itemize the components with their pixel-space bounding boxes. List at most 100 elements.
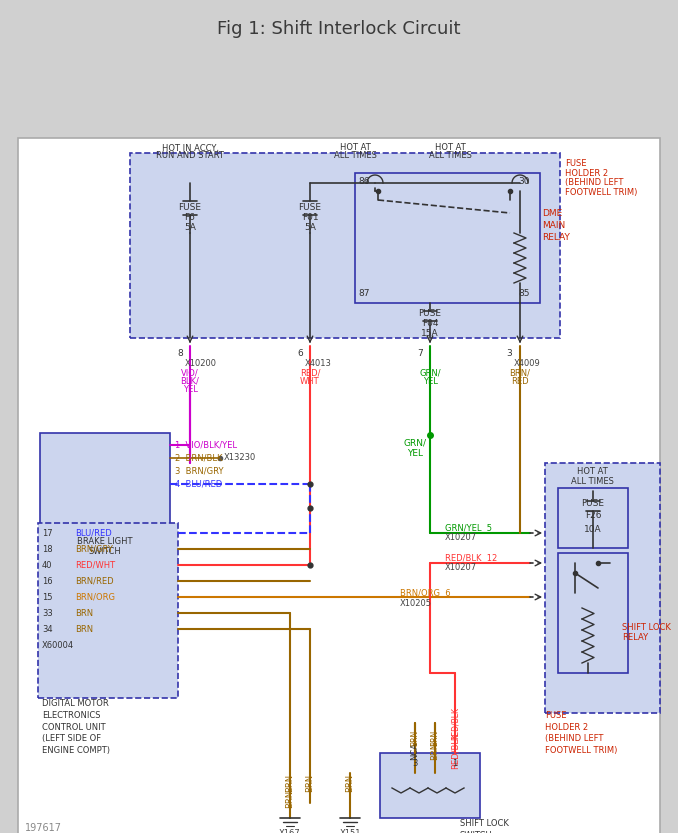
Text: BRN: BRN: [410, 730, 420, 746]
Text: BRN: BRN: [285, 774, 294, 792]
Text: ALL TIMES: ALL TIMES: [334, 152, 376, 161]
Text: (BEHIND LEFT: (BEHIND LEFT: [545, 735, 603, 744]
Text: Fig 1: Shift Interlock Circuit: Fig 1: Shift Interlock Circuit: [217, 20, 461, 37]
Text: SHIFT LOCK: SHIFT LOCK: [622, 623, 671, 632]
Text: BRN: BRN: [346, 774, 355, 792]
Text: BRAKE LIGHT: BRAKE LIGHT: [77, 536, 133, 546]
Text: YEL: YEL: [407, 448, 423, 457]
Text: CONTROL UNIT: CONTROL UNIT: [42, 722, 106, 731]
Bar: [355, 173, 540, 303]
Text: 86: 86: [358, 177, 370, 186]
Text: X10200: X10200: [185, 358, 217, 367]
Text: 30: 30: [519, 177, 530, 186]
Text: RED/BLK: RED/BLK: [450, 733, 460, 769]
Text: 1: 1: [452, 759, 458, 767]
Text: 15A: 15A: [421, 328, 439, 337]
Text: RED: RED: [511, 377, 529, 386]
Text: RELAY: RELAY: [542, 232, 570, 242]
Text: 85: 85: [519, 288, 530, 297]
Text: BRN/: BRN/: [509, 368, 530, 377]
Text: 3: 3: [506, 348, 512, 357]
Text: F04: F04: [422, 318, 438, 327]
Text: FUSE: FUSE: [298, 203, 321, 212]
Text: HOLDER 2: HOLDER 2: [545, 722, 588, 731]
Text: GRN/: GRN/: [403, 438, 426, 447]
Bar: [380, 753, 480, 818]
Text: BRN/GRY: BRN/GRY: [75, 545, 113, 553]
Text: MAIN: MAIN: [542, 221, 565, 230]
Text: X10205: X10205: [400, 598, 432, 607]
Text: BRN: BRN: [431, 742, 439, 760]
Text: YEL: YEL: [182, 385, 197, 393]
Text: SWITCH: SWITCH: [89, 546, 121, 556]
Text: F01: F01: [302, 213, 318, 222]
Bar: [558, 553, 628, 673]
Text: X4013: X4013: [305, 358, 332, 367]
Text: BLU/RED: BLU/RED: [75, 528, 112, 537]
Text: 40: 40: [42, 561, 52, 570]
Text: HOT AT: HOT AT: [340, 143, 370, 152]
Text: 4  BLU/RED: 4 BLU/RED: [175, 480, 222, 488]
Text: ALL TIMES: ALL TIMES: [428, 152, 471, 161]
Text: RUN AND START: RUN AND START: [156, 152, 224, 161]
Text: BRN: BRN: [285, 790, 294, 808]
Text: HOLDER 2: HOLDER 2: [565, 168, 608, 177]
Text: GRN/: GRN/: [419, 368, 441, 377]
Text: YEL: YEL: [422, 377, 437, 386]
Text: NCA: NCA: [410, 742, 420, 760]
Text: FUSE: FUSE: [418, 308, 441, 317]
Text: 3: 3: [412, 759, 418, 767]
Text: DIGITAL MOTOR: DIGITAL MOTOR: [42, 699, 108, 707]
Text: 10A: 10A: [584, 525, 602, 533]
Text: RELAY: RELAY: [622, 634, 648, 642]
Text: 34: 34: [42, 625, 53, 634]
Text: (LEFT SIDE OF: (LEFT SIDE OF: [42, 735, 101, 744]
Text: SWITCH: SWITCH: [460, 831, 493, 833]
Text: F6: F6: [184, 213, 195, 222]
Text: 5A: 5A: [184, 223, 196, 232]
Text: 197617: 197617: [25, 823, 62, 833]
Text: HOT IN ACCY,: HOT IN ACCY,: [161, 143, 218, 152]
Text: X10207: X10207: [445, 533, 477, 542]
Text: BRN: BRN: [75, 625, 93, 634]
Text: RED/: RED/: [300, 368, 320, 377]
Text: VIO/: VIO/: [181, 368, 199, 377]
Text: RED/BLK  12: RED/BLK 12: [445, 553, 497, 562]
Text: 87: 87: [358, 288, 370, 297]
Text: 2  BRN/BLK: 2 BRN/BLK: [175, 453, 222, 462]
Text: 18: 18: [42, 545, 53, 553]
Text: RED/WHT: RED/WHT: [75, 561, 115, 570]
Bar: [38, 523, 178, 698]
Bar: [130, 153, 560, 338]
Text: DME: DME: [542, 208, 562, 217]
Text: HOT AT: HOT AT: [435, 143, 465, 152]
Text: 8: 8: [177, 348, 183, 357]
Text: 33: 33: [42, 608, 53, 617]
Text: 1  VIO/BLK/YEL: 1 VIO/BLK/YEL: [175, 441, 237, 450]
Text: 6: 6: [297, 348, 303, 357]
Text: BRN: BRN: [75, 608, 93, 617]
Text: FOOTWELL TRIM): FOOTWELL TRIM): [545, 746, 618, 756]
Bar: [545, 463, 660, 713]
Text: ALL TIMES: ALL TIMES: [571, 476, 614, 486]
Text: X10207: X10207: [445, 563, 477, 572]
Text: BLK/: BLK/: [180, 377, 199, 386]
Text: BRN/ORG: BRN/ORG: [75, 592, 115, 601]
Text: (BEHIND LEFT: (BEHIND LEFT: [565, 178, 623, 187]
Text: FUSE: FUSE: [545, 711, 567, 720]
Bar: [558, 488, 628, 548]
Text: FOOTWELL TRIM): FOOTWELL TRIM): [565, 188, 637, 197]
Text: RED/BLK: RED/BLK: [450, 706, 460, 740]
Text: F26: F26: [584, 511, 601, 521]
Text: BRN/ORG  6: BRN/ORG 6: [400, 588, 451, 597]
Text: FUSE: FUSE: [582, 498, 605, 507]
Text: BRN/RED: BRN/RED: [75, 576, 114, 586]
Text: GRN/YEL  5: GRN/YEL 5: [445, 523, 492, 532]
Text: SHIFT LOCK: SHIFT LOCK: [460, 819, 509, 827]
Text: WHT: WHT: [300, 377, 320, 386]
Text: HOT AT: HOT AT: [576, 466, 607, 476]
Text: 7: 7: [417, 348, 423, 357]
Bar: [40, 433, 170, 533]
Text: X13230: X13230: [224, 453, 256, 462]
Text: 5A: 5A: [304, 223, 316, 232]
